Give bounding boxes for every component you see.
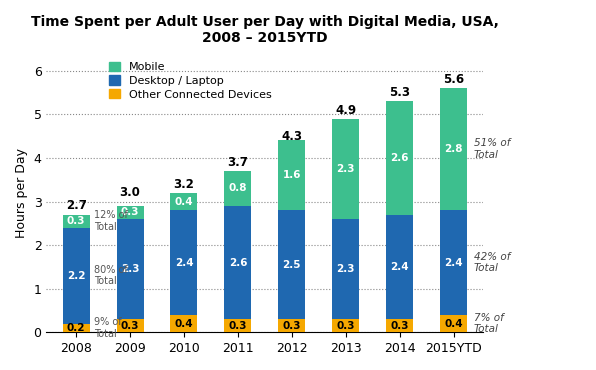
Text: 2.6: 2.6 xyxy=(229,258,247,268)
Bar xyxy=(333,119,359,219)
Text: 3.7: 3.7 xyxy=(228,156,249,169)
Text: 0.4: 0.4 xyxy=(175,196,193,206)
Text: 9% of
Total: 9% of Total xyxy=(94,317,122,339)
Text: 2.3: 2.3 xyxy=(337,164,355,174)
Legend: Mobile, Desktop / Laptop, Other Connected Devices: Mobile, Desktop / Laptop, Other Connecte… xyxy=(109,62,272,100)
Text: 2.4: 2.4 xyxy=(445,258,463,268)
Text: 0.3: 0.3 xyxy=(121,321,139,331)
Text: 2.4: 2.4 xyxy=(390,262,409,272)
Text: 12% of
Total: 12% of Total xyxy=(94,210,128,232)
Text: 0.3: 0.3 xyxy=(337,321,355,331)
Bar xyxy=(333,219,359,319)
Text: 2.3: 2.3 xyxy=(121,264,139,274)
Text: 0.2: 0.2 xyxy=(67,323,85,333)
Bar xyxy=(170,315,197,332)
Text: 0.3: 0.3 xyxy=(67,216,85,226)
Title: Time Spent per Adult User per Day with Digital Media, USA,
2008 – 2015YTD: Time Spent per Adult User per Day with D… xyxy=(31,15,499,45)
Bar xyxy=(278,319,305,332)
Text: 51% of
Total: 51% of Total xyxy=(474,138,510,160)
Text: 5.3: 5.3 xyxy=(389,86,410,99)
Bar xyxy=(225,171,252,206)
Text: 2.4: 2.4 xyxy=(175,258,193,268)
Bar xyxy=(333,319,359,332)
Text: 0.8: 0.8 xyxy=(229,184,247,194)
Bar xyxy=(63,215,89,228)
Text: 2.5: 2.5 xyxy=(283,260,301,270)
Bar xyxy=(117,206,144,219)
Bar xyxy=(440,210,467,315)
Bar xyxy=(386,319,413,332)
Bar xyxy=(63,323,89,332)
Text: 42% of
Total: 42% of Total xyxy=(474,252,510,273)
Bar xyxy=(440,315,467,332)
Bar xyxy=(225,319,252,332)
Text: 2.8: 2.8 xyxy=(445,144,463,154)
Bar xyxy=(117,219,144,319)
Text: 0.3: 0.3 xyxy=(121,208,139,218)
Bar xyxy=(117,319,144,332)
Bar xyxy=(386,215,413,319)
Text: 3.0: 3.0 xyxy=(120,186,141,199)
Text: 0.4: 0.4 xyxy=(175,319,193,329)
Text: 3.2: 3.2 xyxy=(173,178,194,191)
Bar xyxy=(225,206,252,319)
Bar xyxy=(440,88,467,210)
Text: 0.3: 0.3 xyxy=(283,321,301,331)
Bar xyxy=(170,193,197,210)
Text: 80% of
Total: 80% of Total xyxy=(94,265,128,286)
Text: 4.3: 4.3 xyxy=(281,130,302,143)
Bar xyxy=(63,228,89,323)
Bar xyxy=(170,210,197,315)
Text: 0.4: 0.4 xyxy=(445,319,463,329)
Text: 1.6: 1.6 xyxy=(283,170,301,180)
Text: 0.3: 0.3 xyxy=(390,321,409,331)
Text: 2.6: 2.6 xyxy=(390,153,409,163)
Text: 2.2: 2.2 xyxy=(67,270,85,280)
Bar xyxy=(386,101,413,215)
Text: 7% of
Total: 7% of Total xyxy=(474,313,504,334)
Bar xyxy=(278,141,305,210)
Text: 5.6: 5.6 xyxy=(443,73,464,86)
Bar xyxy=(278,210,305,319)
Text: 2.7: 2.7 xyxy=(66,199,86,212)
Text: 2.3: 2.3 xyxy=(337,264,355,274)
Text: 0.3: 0.3 xyxy=(229,321,247,331)
Y-axis label: Hours per Day: Hours per Day xyxy=(15,148,28,238)
Text: 4.9: 4.9 xyxy=(335,104,356,117)
